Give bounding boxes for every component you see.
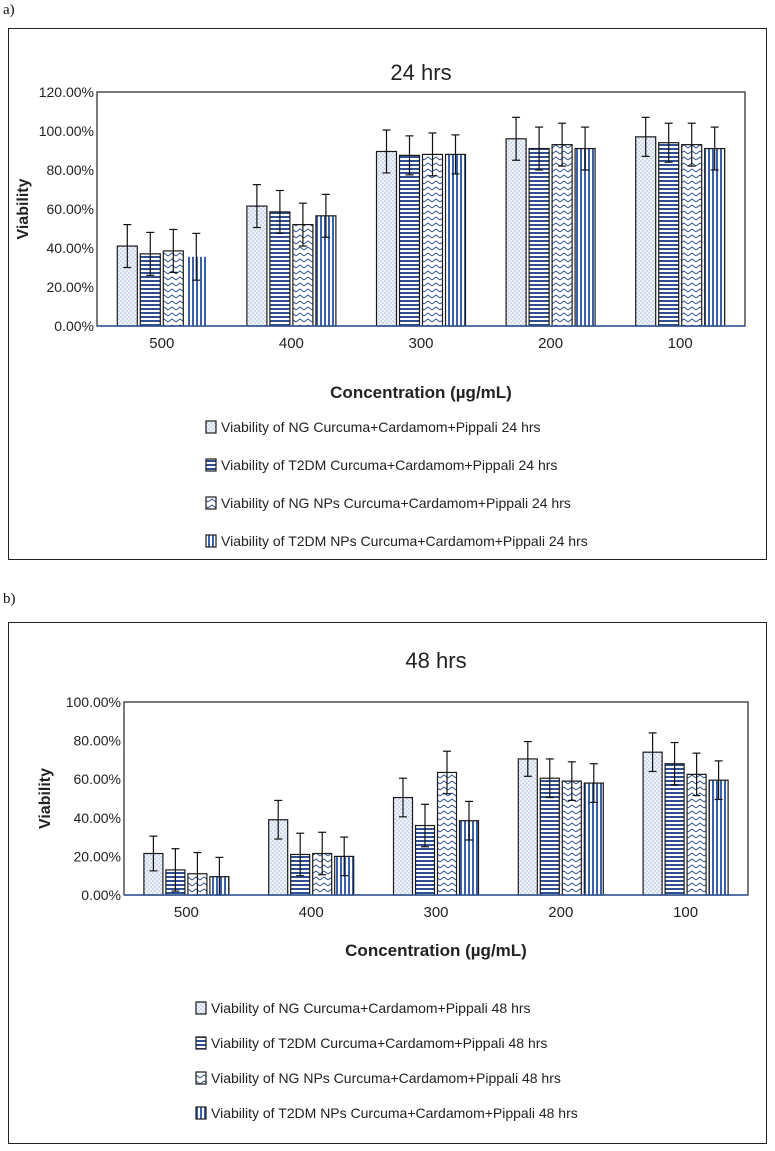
error-bar <box>465 800 473 841</box>
error-bar <box>169 228 178 273</box>
legend-item: Viability of NG NPs Curcuma+Cardamom+Pip… <box>205 495 571 511</box>
legend-label: Viability of T2DM Curcuma+Cardamom+Pippa… <box>221 457 557 473</box>
y-axis-label: Viability <box>15 178 32 239</box>
error-bar <box>382 129 391 174</box>
y-axis-label: Viability <box>37 768 54 829</box>
y-tick-label: 20.00% <box>74 848 121 864</box>
legend-swatch <box>205 458 217 472</box>
error-bar <box>123 224 132 269</box>
legend-label: Viability of NG NPs Curcuma+Cardamom+Pip… <box>221 495 571 511</box>
error-bar <box>589 763 598 803</box>
error-bar <box>443 750 451 795</box>
y-tick-label: 40.00% <box>47 240 94 256</box>
error-bar <box>340 836 349 877</box>
x-tick-label: 300 <box>408 335 433 352</box>
error-bar <box>567 761 576 802</box>
legend-swatch <box>195 1036 207 1050</box>
legend-item: Viability of NG Curcuma+Cardamom+Pippali… <box>205 419 541 435</box>
legend-swatch <box>205 534 217 548</box>
chart-title: 48 hrs <box>405 648 466 673</box>
legend-swatch <box>195 1106 207 1120</box>
error-bar <box>321 193 330 238</box>
chart-title: 24 hrs <box>390 60 451 85</box>
bar <box>186 256 207 326</box>
error-bar <box>664 122 673 163</box>
legend-label: Viability of NG NPs Curcuma+Cardamom+Pip… <box>211 1070 561 1086</box>
error-bar <box>405 135 414 176</box>
x-tick-label: 300 <box>423 904 448 921</box>
legend-item: Viability of T2DM Curcuma+Cardamom+Pippa… <box>195 1035 547 1051</box>
panel-label-a: a) <box>3 2 15 18</box>
y-tick-label: 80.00% <box>74 733 121 749</box>
legend-swatch <box>195 1071 207 1085</box>
error-bar <box>149 835 158 872</box>
x-tick-label: 200 <box>538 335 563 352</box>
legend-label: Viability of NG Curcuma+Cardamom+Pippali… <box>221 419 541 435</box>
legend-item: Viability of T2DM NPs Curcuma+Cardamom+P… <box>195 1105 578 1121</box>
y-tick-label: 40.00% <box>74 810 121 826</box>
y-tick-label: 60.00% <box>47 201 94 217</box>
error-bar <box>146 231 155 276</box>
legend-label: Viability of NG Curcuma+Cardamom+Pippali… <box>211 1000 531 1016</box>
error-bar <box>192 232 201 281</box>
error-bar <box>545 758 554 799</box>
y-tick-label: 120.00% <box>39 84 94 100</box>
error-bar <box>648 732 657 773</box>
y-tick-label: 80.00% <box>47 162 94 178</box>
y-tick-label: 100.00% <box>39 123 94 139</box>
x-tick-label: 200 <box>548 904 573 921</box>
error-bar <box>670 741 679 786</box>
y-tick-label: 60.00% <box>74 771 121 787</box>
legend-label: Viability of T2DM Curcuma+Cardamom+Pippa… <box>211 1035 547 1051</box>
error-bar <box>318 831 327 876</box>
y-tick-label: 100.00% <box>66 694 121 710</box>
panel-b-frame <box>8 622 767 1144</box>
x-tick-label: 100 <box>673 904 698 921</box>
panel-label-b: b) <box>3 591 16 607</box>
error-bar <box>399 777 407 818</box>
error-bar <box>523 740 532 777</box>
bar <box>517 758 538 896</box>
legend-swatch <box>205 420 217 434</box>
legend-label: Viability of T2DM NPs Curcuma+Cardamom+P… <box>211 1105 578 1121</box>
error-bar <box>512 116 521 161</box>
error-bar <box>641 116 650 157</box>
y-tick-label: 20.00% <box>47 279 94 295</box>
legend-swatch <box>205 496 217 510</box>
error-bar <box>252 184 261 229</box>
error-bar <box>298 202 307 247</box>
y-tick-label: 0.00% <box>54 318 94 334</box>
error-bar <box>687 122 696 167</box>
legend-item: Viability of T2DM NPs Curcuma+Cardamom+P… <box>205 533 588 549</box>
bar <box>642 751 663 896</box>
error-bar <box>451 134 460 175</box>
error-bar <box>171 848 180 892</box>
y-tick-label: 0.00% <box>81 887 121 903</box>
error-bar <box>535 126 544 171</box>
x-axis-label: Concentration (µg/mL) <box>330 383 512 402</box>
x-tick-label: 500 <box>149 335 174 352</box>
error-bar <box>428 132 437 177</box>
x-axis-label: Concentration (µg/mL) <box>345 941 527 960</box>
legend-item: Viability of NG NPs Curcuma+Cardamom+Pip… <box>195 1070 561 1086</box>
error-bar <box>274 799 283 840</box>
x-tick-label: 400 <box>299 904 324 921</box>
error-bar <box>558 122 567 167</box>
legend-label: Viability of T2DM NPs Curcuma+Cardamom+P… <box>221 533 588 549</box>
legend-item: Viability of NG Curcuma+Cardamom+Pippali… <box>195 1000 531 1016</box>
x-tick-label: 500 <box>174 904 199 921</box>
legend-item: Viability of T2DM Curcuma+Cardamom+Pippa… <box>205 457 557 473</box>
error-bar <box>692 752 701 797</box>
error-bar <box>421 803 429 848</box>
x-tick-label: 400 <box>279 335 304 352</box>
error-bar <box>275 189 284 234</box>
error-bar <box>710 126 719 171</box>
error-bar <box>714 760 723 801</box>
error-bar <box>296 832 305 877</box>
x-tick-label: 100 <box>668 335 693 352</box>
error-bar <box>581 126 590 171</box>
legend-swatch <box>195 1001 207 1015</box>
